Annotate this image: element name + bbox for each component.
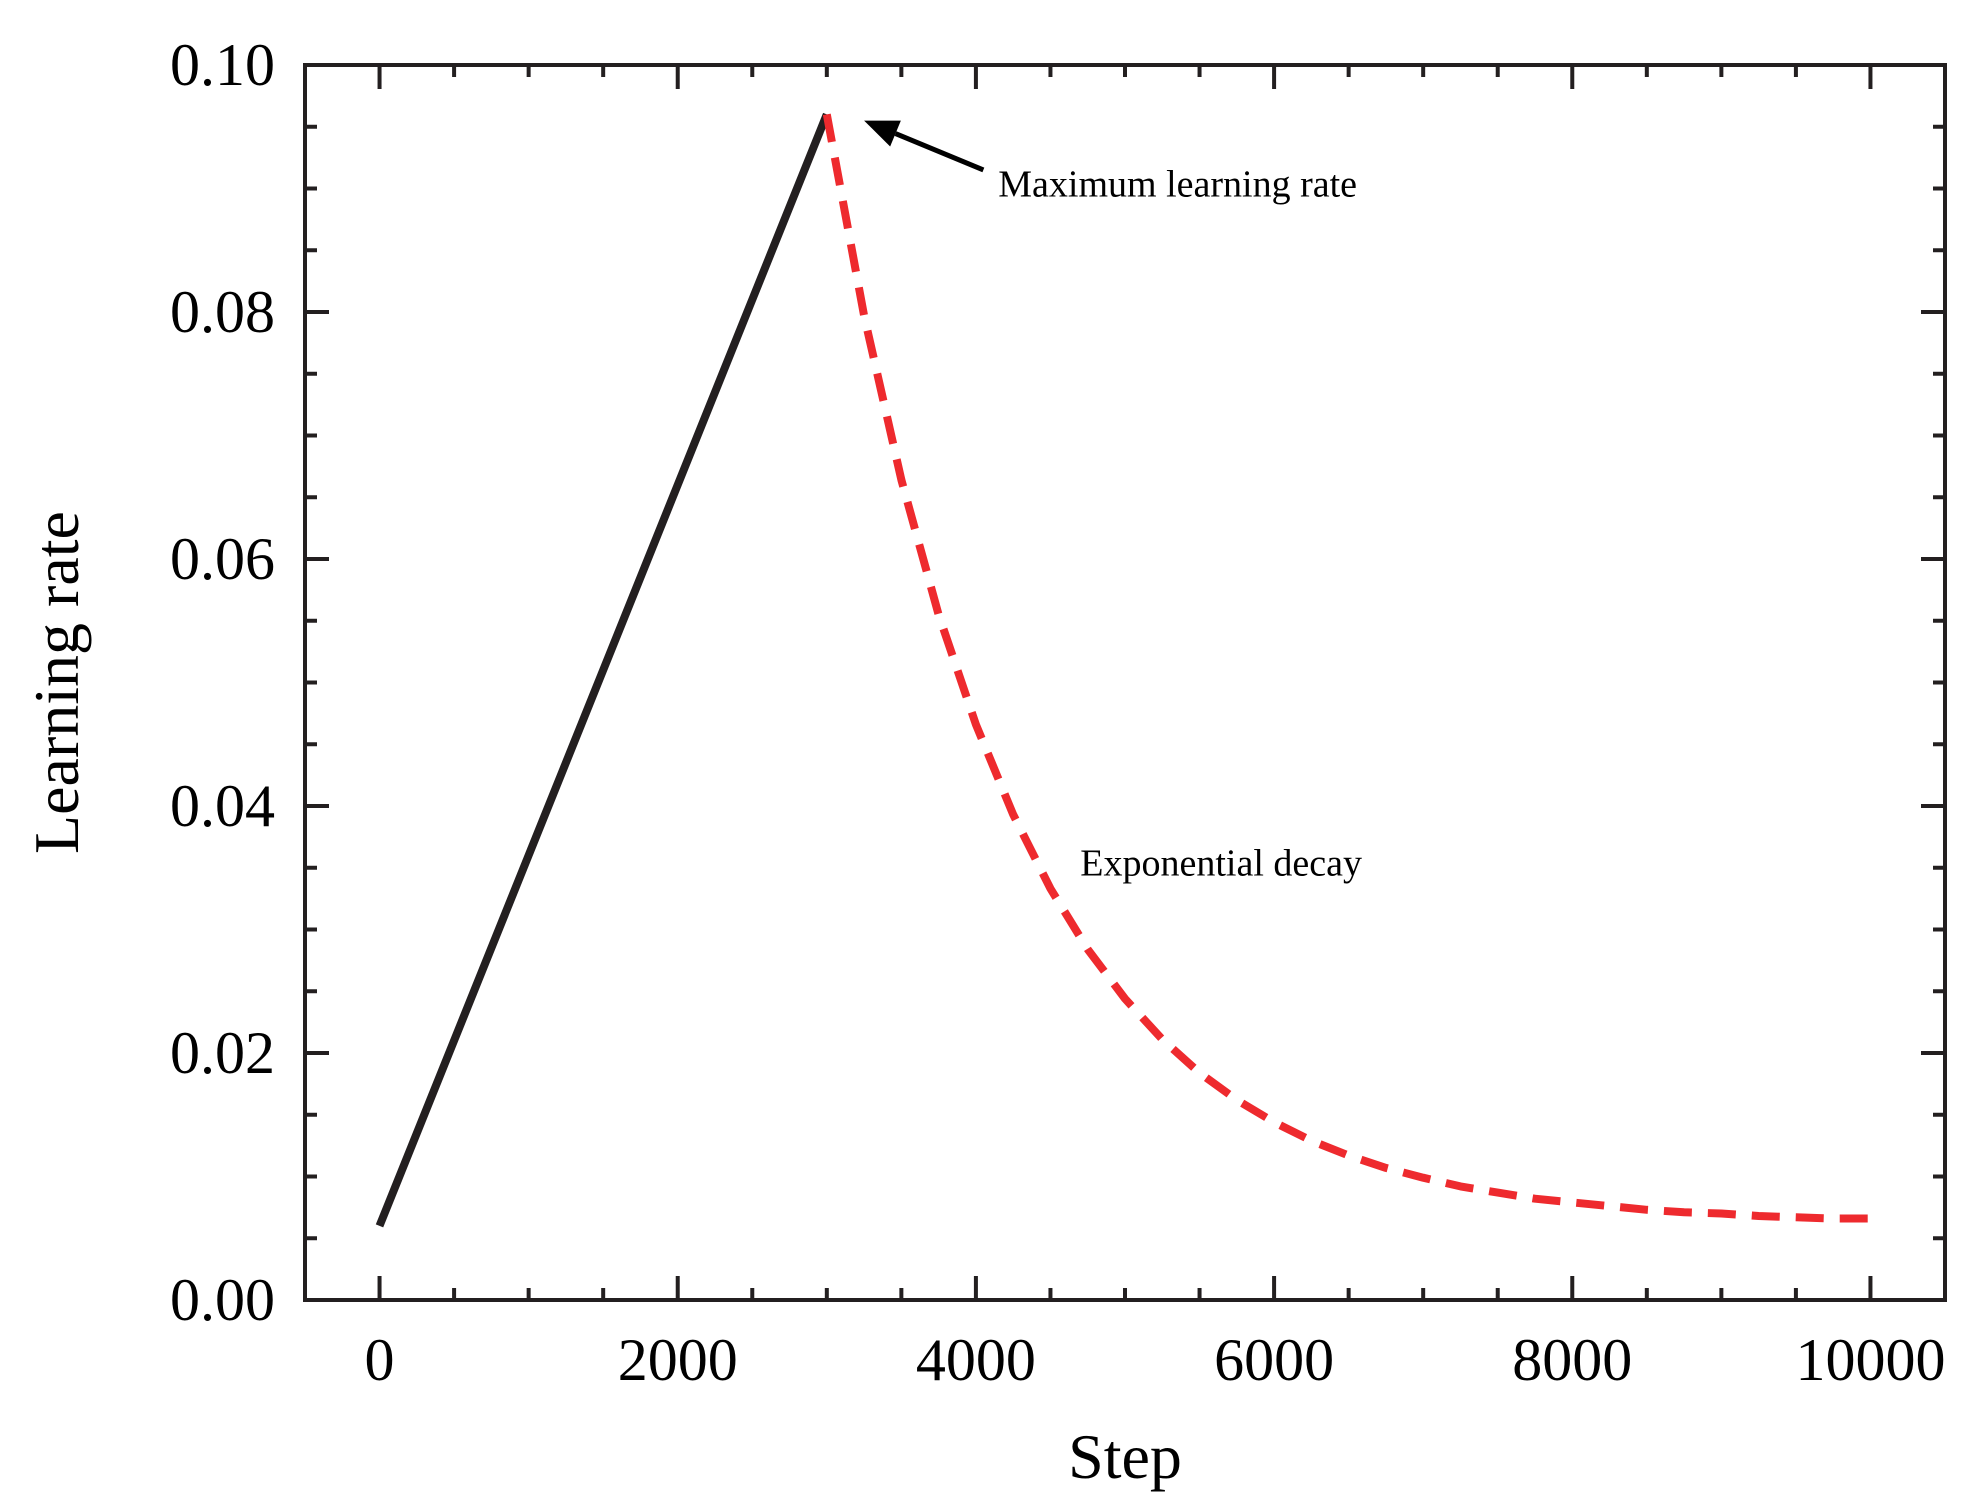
y-tick-label: 0.02 [170, 1020, 275, 1086]
y-tick-label: 0.00 [170, 1267, 275, 1333]
annotation-exponential-decay: Exponential decay [1080, 843, 1362, 885]
annotation-layer: Maximum learning rate Exponential decay [864, 120, 1362, 885]
major-ticks [305, 63, 1945, 1302]
x-tick-label: 2000 [618, 1327, 738, 1393]
series-layer [375, 112, 1871, 1228]
y-tick-label: 0.08 [170, 279, 275, 345]
y-tick-label: 0.04 [170, 773, 275, 839]
max-lr-arrow [894, 131, 985, 173]
x-tick-label: 10000 [1795, 1327, 1945, 1393]
x-tick-label: 0 [365, 1327, 395, 1393]
y-tick-label: 0.10 [170, 32, 275, 98]
minor-ticks [305, 65, 1945, 1300]
x-axis-title: Step [1068, 1421, 1182, 1492]
x-tick-label: 8000 [1512, 1327, 1632, 1393]
x-tick-label: 6000 [1214, 1327, 1334, 1393]
y-tick-label: 0.06 [170, 526, 275, 592]
series-line-exponential-decay [822, 113, 1871, 1223]
series-line-linear-warmup [375, 112, 831, 1228]
y-axis-title: Learning rate [21, 511, 92, 854]
y-tick-labels: 0.00 0.02 0.04 0.06 0.08 0.10 [170, 32, 275, 1333]
plot-frame [303, 63, 1947, 1302]
x-tick-labels: 0 2000 4000 6000 8000 10000 [365, 1327, 1946, 1393]
max-lr-arrow-head [864, 120, 901, 147]
x-tick-label: 4000 [916, 1327, 1036, 1393]
annotation-maximum-learning-rate: Maximum learning rate [998, 163, 1357, 205]
